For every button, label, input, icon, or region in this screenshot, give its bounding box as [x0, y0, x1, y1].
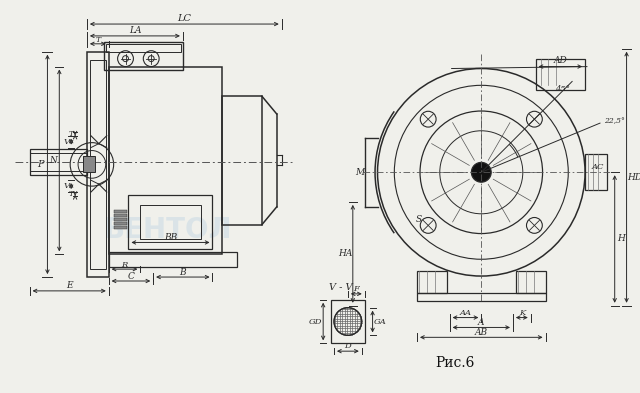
Bar: [83, 156, 95, 172]
Text: D: D: [344, 342, 351, 350]
Text: E: E: [66, 281, 72, 290]
Bar: [417, 271, 447, 293]
Bar: [222, 96, 262, 225]
Bar: [104, 42, 183, 70]
Text: T: T: [95, 36, 100, 44]
Text: LC: LC: [177, 14, 191, 23]
Text: V - V: V - V: [329, 283, 353, 292]
Bar: [90, 60, 106, 269]
Bar: [114, 210, 127, 213]
Text: AD: AD: [554, 56, 567, 65]
Text: Рис.6: Рис.6: [435, 356, 474, 370]
Text: V: V: [63, 138, 69, 146]
Text: HD: HD: [627, 173, 640, 182]
Text: GD: GD: [308, 318, 322, 325]
Text: AB: AB: [475, 328, 488, 337]
Text: P: P: [37, 160, 44, 169]
Text: AC: AC: [592, 163, 604, 171]
Bar: [109, 66, 222, 254]
Text: A: A: [478, 318, 484, 327]
Bar: [331, 300, 365, 343]
Bar: [114, 222, 127, 225]
Text: BB: BB: [164, 233, 177, 242]
Text: N: N: [49, 156, 58, 165]
Bar: [29, 149, 87, 175]
Text: T: T: [68, 130, 74, 138]
Text: K: K: [518, 309, 525, 317]
Text: C: C: [127, 272, 134, 281]
Bar: [536, 59, 585, 90]
Circle shape: [472, 162, 491, 182]
Text: H: H: [617, 235, 625, 244]
Bar: [140, 205, 200, 239]
Text: R: R: [122, 261, 127, 269]
Bar: [516, 271, 545, 293]
Text: S: S: [415, 215, 421, 224]
Text: AA: AA: [460, 309, 472, 317]
Bar: [106, 44, 181, 52]
Text: F: F: [353, 285, 358, 293]
Bar: [417, 293, 545, 301]
Bar: [109, 252, 237, 267]
Bar: [87, 52, 109, 277]
Text: 45°: 45°: [555, 85, 570, 94]
Text: T: T: [68, 190, 74, 198]
Bar: [114, 214, 127, 217]
Bar: [129, 195, 212, 250]
Text: M: M: [355, 168, 364, 177]
Text: LA: LA: [129, 26, 141, 35]
Bar: [114, 226, 127, 229]
Text: ВЕНТОЛ: ВЕНТОЛ: [104, 216, 232, 244]
Bar: [83, 156, 95, 172]
Text: HA: HA: [338, 249, 352, 258]
Text: B: B: [179, 268, 186, 277]
Bar: [585, 154, 607, 190]
Text: 22,5°: 22,5°: [604, 117, 625, 125]
Text: V: V: [63, 182, 69, 190]
Text: GA: GA: [374, 318, 387, 325]
Bar: [114, 218, 127, 221]
